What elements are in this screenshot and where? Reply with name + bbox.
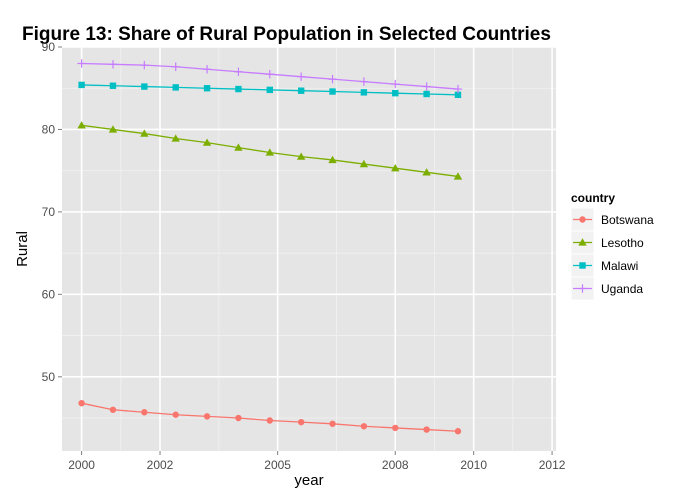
- y-axis: 50 60 70 80 90: [42, 40, 62, 384]
- data-point-malawi: [109, 82, 117, 89]
- x-axis-title: year: [294, 472, 323, 489]
- data-point-botswana: [266, 417, 273, 424]
- x-tick-label: 2010: [460, 458, 487, 472]
- data-point-botswana: [360, 423, 368, 430]
- series-lesotho: [77, 121, 463, 180]
- data-point-malawi: [329, 88, 336, 95]
- y-tick-label: 50: [42, 370, 56, 384]
- data-point-malawi: [392, 89, 399, 97]
- legend-item-botswana: Botswana: [570, 207, 654, 232]
- x-tick-label: 2000: [68, 458, 95, 472]
- data-point-lesotho: [171, 134, 180, 142]
- data-point-botswana: [172, 411, 179, 418]
- legend: country Botswana Lesotho Malawi Uganda: [570, 191, 654, 301]
- legend-item-lesotho: Lesotho: [570, 230, 644, 255]
- y-tick-label: 90: [42, 40, 56, 54]
- y-axis-title: Rural: [14, 231, 31, 267]
- x-tick-label: 2005: [264, 458, 291, 472]
- data-point-malawi: [141, 83, 148, 90]
- data-point-botswana: [329, 420, 336, 427]
- legend-label-uganda: Uganda: [601, 282, 643, 296]
- data-point-uganda: [328, 74, 337, 84]
- data-point-lesotho: [359, 159, 369, 168]
- y-tick-label: 80: [42, 122, 56, 136]
- plot-panel: [62, 47, 556, 451]
- data-point-uganda: [202, 65, 212, 74]
- legend-marker-malawi: [579, 262, 586, 269]
- chart-title: Figure 13: Share of Rural Population in …: [22, 24, 551, 45]
- data-point-uganda: [265, 70, 274, 79]
- data-point-botswana: [423, 426, 430, 433]
- data-point-malawi: [423, 90, 430, 98]
- data-point-malawi: [454, 91, 462, 99]
- data-point-lesotho: [422, 168, 431, 176]
- data-point-lesotho: [202, 138, 212, 146]
- data-point-uganda: [140, 60, 149, 70]
- y-tick-label: 70: [42, 205, 56, 219]
- legend-marker-lesotho: [578, 238, 587, 246]
- data-point-lesotho: [140, 129, 149, 137]
- data-point-botswana: [235, 414, 242, 422]
- data-point-lesotho: [453, 172, 463, 180]
- series-uganda: [77, 59, 463, 94]
- data-point-malawi: [266, 86, 273, 94]
- data-point-botswana: [78, 399, 85, 407]
- data-point-uganda: [391, 79, 400, 89]
- data-point-uganda: [108, 60, 118, 69]
- series-malawi: [78, 81, 462, 99]
- data-point-uganda: [453, 84, 463, 94]
- data-point-lesotho: [296, 152, 306, 160]
- data-point-malawi: [172, 84, 179, 91]
- data-point-uganda: [359, 77, 369, 86]
- legend-label-malawi: Malawi: [601, 259, 638, 273]
- y-tick-label: 60: [42, 287, 56, 301]
- legend-label-lesotho: Lesotho: [601, 236, 644, 250]
- data-point-lesotho: [77, 121, 86, 129]
- data-point-uganda: [422, 82, 431, 91]
- data-point-uganda: [234, 67, 243, 76]
- data-point-botswana: [297, 418, 305, 426]
- data-point-uganda: [77, 59, 86, 68]
- legend-marker-botswana: [579, 216, 586, 223]
- data-point-lesotho: [265, 148, 274, 156]
- series-layer: [77, 59, 463, 435]
- data-point-botswana: [109, 406, 117, 413]
- x-tick-label: 2008: [382, 458, 409, 472]
- data-point-uganda: [171, 62, 180, 71]
- data-point-botswana: [203, 413, 211, 420]
- x-axis: 2000 2002 2005 2008 2010 2012: [68, 451, 566, 472]
- legend-item-uganda: Uganda: [570, 276, 643, 301]
- data-point-malawi: [78, 81, 85, 89]
- x-tick-label: 2012: [539, 458, 566, 472]
- data-point-malawi: [203, 85, 211, 92]
- data-point-malawi: [235, 85, 242, 93]
- series-botswana: [78, 399, 462, 435]
- data-point-malawi: [297, 87, 305, 94]
- x-tick-label: 2002: [147, 458, 174, 472]
- data-point-malawi: [360, 89, 368, 96]
- legend-title: country: [571, 191, 615, 205]
- data-point-lesotho: [328, 155, 337, 164]
- data-point-lesotho: [108, 125, 118, 133]
- data-point-lesotho: [234, 143, 243, 151]
- legend-label-botswana: Botswana: [601, 213, 654, 227]
- data-point-botswana: [141, 409, 148, 416]
- major-gridlines: [62, 46, 556, 451]
- data-point-botswana: [454, 428, 462, 435]
- data-point-uganda: [296, 72, 306, 81]
- legend-marker-uganda: [578, 284, 587, 293]
- data-point-lesotho: [391, 164, 400, 172]
- data-point-botswana: [392, 424, 399, 432]
- legend-item-malawi: Malawi: [570, 253, 638, 278]
